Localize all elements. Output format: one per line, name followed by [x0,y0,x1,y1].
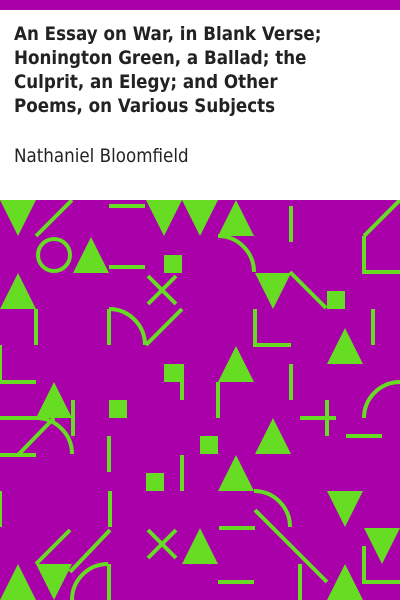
book-author: Nathaniel Bloomfield [14,144,348,168]
accent-bar [0,0,400,10]
book-title: An Essay on War, in Blank Verse; Honingt… [14,22,348,118]
cover-pattern [0,200,400,600]
